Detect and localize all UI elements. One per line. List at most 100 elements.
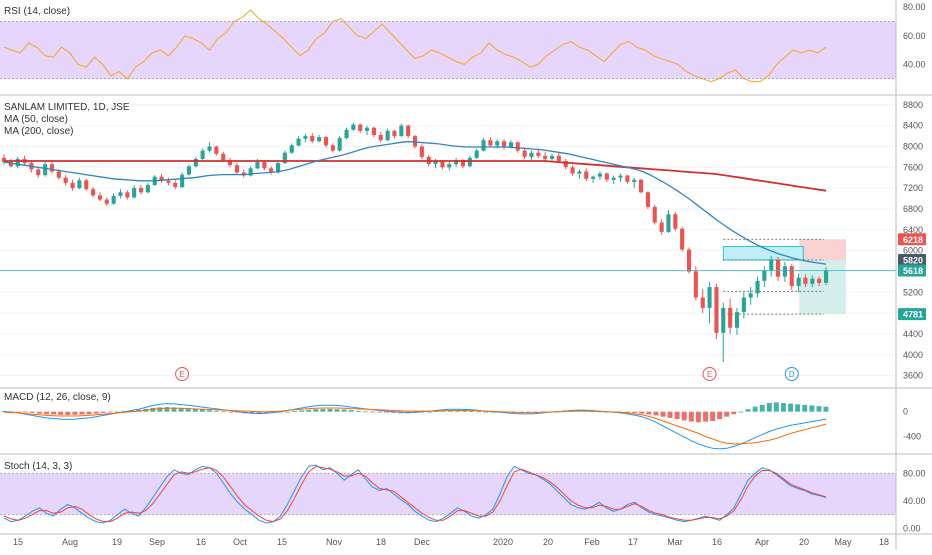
macd-bar xyxy=(72,411,78,415)
macd-bar xyxy=(100,411,106,413)
candle-body xyxy=(84,180,89,190)
candle-body xyxy=(563,161,568,168)
ma200-line xyxy=(4,160,827,192)
macd-bar xyxy=(448,410,453,412)
candle-body xyxy=(734,312,739,328)
macd-bar xyxy=(164,407,170,412)
price-tick-label: 8400 xyxy=(903,121,923,131)
price-tick-label: 6800 xyxy=(903,204,923,214)
candle-body xyxy=(597,173,602,177)
candle-body xyxy=(803,277,808,284)
stoch-band xyxy=(0,473,896,515)
time-tick-label: 2020 xyxy=(493,537,513,547)
macd-bar xyxy=(200,409,205,412)
ma50-label: MA (50, close) xyxy=(4,114,68,125)
candle-body xyxy=(522,150,527,157)
stoch-pane[interactable]: Stoch (14, 3, 3) 80.00 40.00 0.00 xyxy=(0,461,926,534)
candle-body xyxy=(139,188,144,193)
candle-body xyxy=(234,165,239,173)
candle-body xyxy=(481,140,486,151)
macd-bar xyxy=(93,411,99,414)
time-tick-label: 19 xyxy=(112,537,122,547)
candle-body xyxy=(351,124,356,130)
macd-label: MACD (12, 26, close, 9) xyxy=(4,392,111,403)
candle-body xyxy=(584,171,589,179)
event-marker[interactable]: D xyxy=(784,367,799,381)
price-tick-label: 8000 xyxy=(903,142,923,152)
macd-bar xyxy=(788,403,793,412)
candle-body xyxy=(755,280,760,294)
time-axis[interactable]: 15 Aug 19 Sep 16 Oct 15 Nov 18 Dec 2020 20 Feb 17 Mar 1… xyxy=(13,537,889,547)
macd-bar xyxy=(731,411,737,415)
candle-body xyxy=(454,160,459,165)
candle-body xyxy=(207,146,212,151)
macd-bar xyxy=(639,411,645,414)
time-tick-label: Sep xyxy=(149,537,165,547)
time-tick-label: 15 xyxy=(13,537,23,547)
macd-bar xyxy=(426,411,432,413)
price-tick-label: 3600 xyxy=(903,371,923,381)
macd-bar xyxy=(696,411,701,423)
candle-body xyxy=(488,140,493,146)
event-marker[interactable]: E xyxy=(702,367,717,381)
macd-bar xyxy=(320,408,326,412)
candle-body xyxy=(43,164,48,176)
event-marker[interactable]: E xyxy=(175,367,190,381)
candle-body xyxy=(413,136,418,147)
rsi-pane[interactable]: RSI (14, close) 80.00 60.00 40.00 xyxy=(0,2,926,83)
macd-bar xyxy=(256,411,262,414)
macd-bar xyxy=(469,411,475,412)
candle-body xyxy=(303,136,308,139)
candle-body xyxy=(789,266,794,286)
time-tick-label: Aug xyxy=(62,537,78,547)
macd-bar xyxy=(327,408,333,412)
candle-body xyxy=(460,160,465,167)
price-tick-label: 5200 xyxy=(903,287,923,297)
time-tick-label: Apr xyxy=(755,537,769,547)
macd-pane[interactable]: MACD (12, 26, close, 9) 0 -400 xyxy=(1,392,922,450)
macd-bar xyxy=(348,410,354,412)
candlesticks xyxy=(2,122,829,363)
candle-body xyxy=(748,293,753,298)
macd-bar xyxy=(384,411,390,413)
rsi-label: RSI (14, close) xyxy=(4,6,70,17)
candle-body xyxy=(556,155,561,161)
event-circle xyxy=(702,367,717,381)
macd-bar xyxy=(65,411,71,416)
rsi-tick-label: 60.00 xyxy=(903,31,926,41)
macd-bar xyxy=(462,410,467,412)
macd-bar xyxy=(809,405,815,412)
candle-body xyxy=(721,307,726,333)
candle-body xyxy=(447,164,452,168)
candle-body xyxy=(77,180,82,189)
candle-body xyxy=(666,214,671,232)
candle-body xyxy=(776,260,781,277)
price-tag-label: 6218 xyxy=(903,235,923,245)
macd-bar xyxy=(263,411,269,414)
macd-bar xyxy=(29,411,35,413)
candle-body xyxy=(680,228,685,250)
macd-bar xyxy=(667,411,673,418)
macd-bar xyxy=(192,408,198,412)
macd-bar xyxy=(313,409,319,412)
candle-body xyxy=(193,159,198,167)
macd-bar xyxy=(632,411,638,413)
candle-body xyxy=(495,141,500,146)
macd-tick-label: -400 xyxy=(903,432,921,442)
macd-bar xyxy=(1,411,7,412)
short-position-tool[interactable] xyxy=(722,238,846,315)
macd-bar xyxy=(660,411,666,417)
candle-body xyxy=(8,162,13,167)
time-tick-label: Mar xyxy=(667,537,683,547)
macd-bar xyxy=(674,411,680,420)
price-tag xyxy=(898,308,926,321)
price-pane[interactable]: E E D SANLAM LIMITED, 1D, JSE MA (50, clos… xyxy=(0,100,926,381)
symbol-label: SANLAM LIMITED, 1D, JSE xyxy=(4,102,130,113)
candle-body xyxy=(515,142,520,151)
candle-body xyxy=(310,136,315,142)
